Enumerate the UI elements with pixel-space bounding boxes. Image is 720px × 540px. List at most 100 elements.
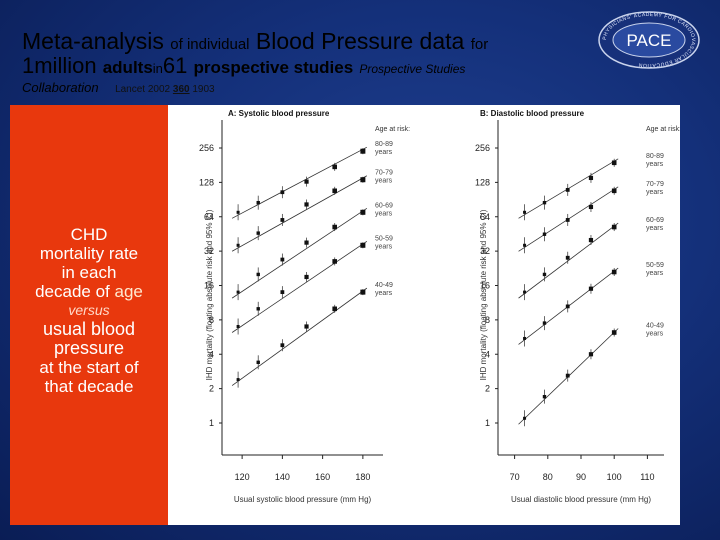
chart2-point: [542, 321, 547, 325]
chart1-point: [256, 272, 260, 277]
chart2-point: [611, 269, 617, 275]
chart2-point: [523, 336, 527, 340]
chart2-ytick-label: 64: [480, 212, 490, 222]
chart2-xlabel: Usual diastolic blood pressure (mm Hg): [511, 495, 651, 504]
title2-part2: adults: [102, 58, 153, 77]
chart1-point: [256, 200, 260, 205]
chart2-ytick-label: 16: [480, 281, 490, 291]
chart2-legend-title: Age at risk:: [646, 126, 680, 133]
sidebar-line1: CHD: [70, 225, 108, 244]
chart1-series-line-80-89: [231, 146, 368, 219]
citation-page: 1903: [192, 84, 215, 95]
chart1-ytick-label: 8: [209, 315, 214, 325]
chart1-legend-years: years: [375, 178, 393, 185]
chart1-point: [360, 242, 366, 248]
chart-panel: A: Systolic blood pressure 1 2 4 8 16 32 64 128 2…: [168, 105, 680, 525]
chart2-xtick-label: 110: [640, 472, 654, 482]
bp-charts: A: Systolic blood pressure12481632641282…: [199, 109, 680, 504]
chart2-legend-age: 80-89: [646, 153, 664, 160]
chart1-point: [256, 307, 260, 311]
chart2-legend-age: 40-49: [646, 323, 664, 330]
chart2-xtick-label: 100: [607, 472, 622, 482]
chart2-legend-years: years: [646, 270, 664, 277]
chart2-title: B: Diastolic blood pressure: [480, 109, 585, 118]
title2-part4: 61: [162, 53, 188, 78]
sidebar-age: age: [114, 282, 143, 301]
chart1-legend-age: 70-79: [375, 170, 393, 177]
chart1-point: [304, 274, 309, 280]
chart2-point: [542, 200, 547, 205]
chart1-point: [236, 324, 240, 328]
chart2-ytick-label: 128: [475, 177, 490, 187]
chart1-point: [280, 190, 285, 195]
chart2-point: [588, 175, 594, 181]
slide-title-line1: Meta-analysis of individual Blood Pressu…: [22, 28, 488, 58]
chart1-point: [360, 209, 366, 215]
chart2-point: [588, 352, 594, 357]
chart1-xtick-label: 160: [315, 472, 330, 482]
logo-text: PACE: [626, 31, 671, 50]
chart1-point: [280, 257, 285, 262]
chart2-point: [611, 188, 617, 194]
chart1-point: [236, 243, 240, 247]
sidebar-text: CHD mortality rate in each decade of age…: [10, 225, 168, 396]
chart1-legend-age: 60-69: [375, 202, 393, 209]
collaboration-label: Collaboration: [22, 80, 99, 95]
chart1-legend-years: years: [375, 149, 393, 156]
chart2-series-line-60-69: [518, 222, 619, 299]
chart1-ytick-label: 4: [209, 349, 214, 359]
title2-part1: 1million: [22, 53, 97, 78]
chart1-xlabel: Usual systolic blood pressure (mm Hg): [234, 495, 372, 504]
slide-title-line3: Collaboration Lancet 2002 360 1903: [22, 79, 215, 97]
chart1-xtick-label: 140: [275, 472, 290, 482]
chart1-series-line-40-49: [231, 287, 368, 386]
chart1-point: [332, 224, 337, 230]
chart1-ylabel: IHD mortality (floating absolute risk an…: [205, 209, 214, 380]
title-part3: Blood Pressure data: [255, 28, 465, 54]
chart1-point: [360, 289, 366, 295]
chart2-point: [565, 255, 570, 260]
chart2-point: [523, 290, 527, 294]
chart1-legend-years: years: [375, 210, 393, 217]
chart2-point: [542, 394, 547, 399]
chart1-ytick-label: 1: [209, 418, 214, 428]
chart2-xtick-label: 80: [543, 472, 553, 482]
chart1-point: [236, 210, 240, 214]
chart2-point: [611, 160, 617, 166]
chart1-point: [236, 290, 240, 294]
chart2-point: [523, 243, 527, 247]
chart1-point: [280, 218, 285, 222]
chart1-point: [332, 306, 337, 312]
title-part2: of individual: [170, 36, 250, 53]
chart1-legend-age: 40-49: [375, 282, 393, 289]
chart1-point: [280, 290, 285, 295]
chart2-ytick-label: 8: [485, 315, 490, 325]
title-part4: for: [470, 36, 489, 53]
chart2-xtick-label: 90: [576, 472, 586, 482]
chart2-legend-years: years: [646, 189, 664, 196]
sidebar-line4: decade of age: [10, 282, 168, 301]
chart2-point: [542, 232, 547, 236]
title2-part5: prospective studies: [193, 58, 354, 77]
chart1-ytick-label: 16: [204, 281, 214, 291]
chart1-ytick-label: 32: [204, 246, 214, 256]
slide-title-line2: 1million adultsin61 prospective studies …: [22, 53, 465, 82]
chart2-legend-years: years: [646, 331, 664, 338]
chart1-series-line-70-79: [231, 175, 368, 252]
chart1-point: [304, 324, 309, 329]
sidebar-usual1: usual blood: [42, 319, 136, 339]
chart1-point: [360, 177, 366, 183]
sidebar-usual3: at the start of: [39, 358, 139, 377]
chart1-point: [332, 188, 337, 194]
chart1-xtick-label: 120: [235, 472, 250, 482]
chart2-point: [565, 218, 570, 222]
chart2-point: [565, 304, 570, 309]
chart2-legend-age: 50-59: [646, 262, 664, 269]
chart1-point: [304, 179, 309, 184]
pace-logo: PHYSICIANS' ACADEMY FOR CARDIOVASCULAR E…: [598, 11, 700, 69]
chart2-point: [611, 330, 617, 335]
chart1-point: [360, 148, 366, 154]
chart1-ytick-label: 2: [209, 384, 214, 394]
chart2-point: [542, 272, 547, 277]
sidebar-usual4: that decade: [44, 377, 134, 396]
